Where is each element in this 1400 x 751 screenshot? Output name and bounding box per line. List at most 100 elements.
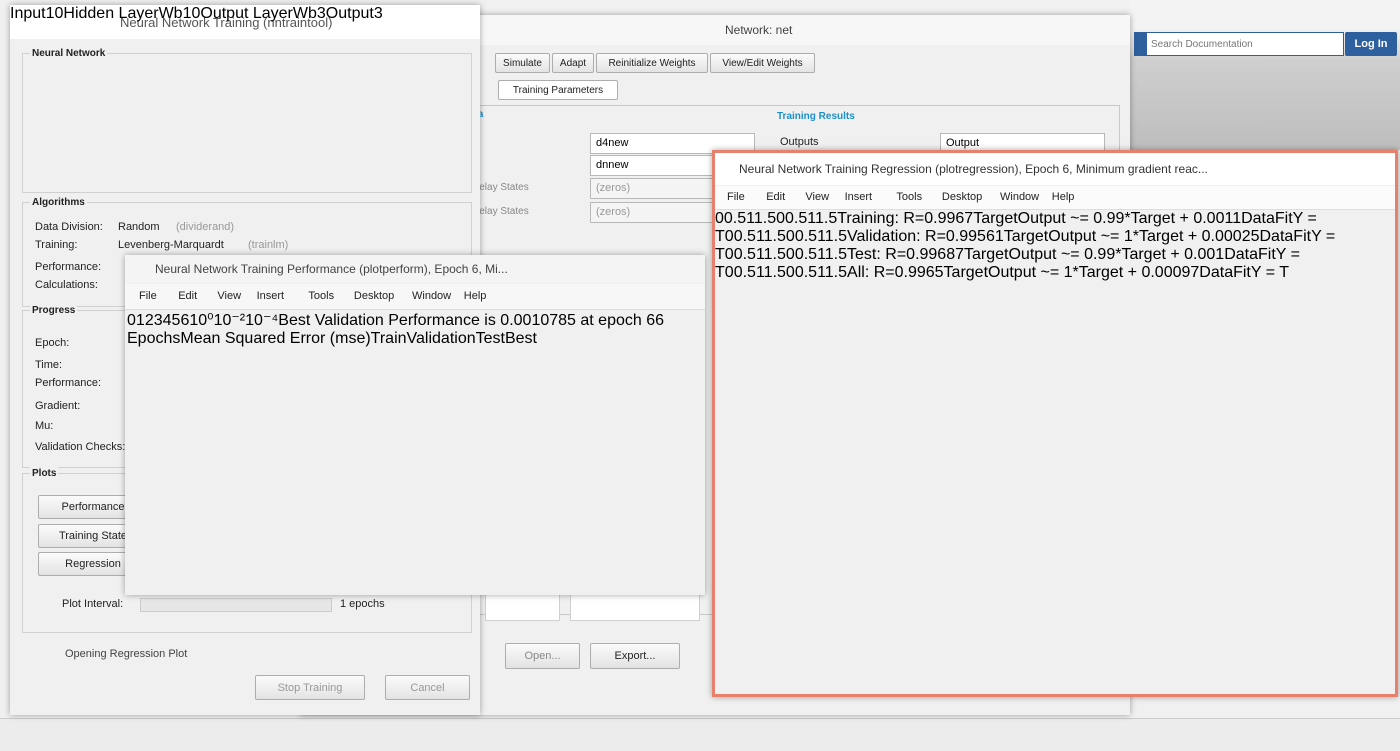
tab[interactable]: Training Parameters: [498, 80, 618, 100]
menu-item[interactable]: File: [727, 191, 745, 204]
algorithm-value: Levenberg-Marquardt: [118, 239, 224, 252]
section-heading: Neural Network: [30, 47, 107, 60]
weight-label: W: [293, 5, 308, 22]
y-tick-label: 10⁻²: [214, 312, 246, 329]
window-title: Neural Network Training Regression (plot…: [739, 163, 1208, 176]
performance-plot: 012345610⁰10⁻²10⁻⁴Best Validation Perfor…: [127, 310, 705, 348]
toolbar-button[interactable]: Adapt: [552, 53, 594, 73]
chart-title: Validation: R=0.99561: [847, 228, 1004, 245]
y-tick-label: 1: [807, 210, 815, 227]
y-tick-label: 0: [776, 210, 785, 227]
y-tick-label: 10⁻⁴: [245, 312, 278, 329]
x-axis-label: Target: [964, 246, 1008, 263]
x-tick-label: 0.5: [734, 264, 756, 281]
matlab-top: [1130, 0, 1400, 150]
x-tick-label: 1.5: [764, 264, 786, 281]
y-tick-label: 1.5: [825, 264, 847, 281]
legend-label: Train: [371, 330, 407, 347]
output-size: 3: [374, 5, 383, 22]
x-tick-label: 0: [127, 312, 136, 329]
bias-label: b: [174, 5, 183, 22]
menu-item[interactable]: View: [805, 191, 829, 204]
algorithm-label: Calculations:: [35, 279, 98, 292]
x-tick-label: 1: [136, 312, 145, 329]
x-tick-label: 1: [746, 210, 754, 227]
window-title: Neural Network Training Performance (plo…: [155, 263, 508, 276]
layer-size: 10: [183, 5, 201, 22]
menu-item[interactable]: Desktop: [354, 290, 394, 303]
menu-item[interactable]: Edit: [766, 191, 785, 204]
chart-title: Test: R=0.99687: [847, 246, 964, 263]
export-button[interactable]: Export...: [590, 643, 680, 669]
y-axis-label: Mean Squared Error (mse): [180, 330, 370, 347]
progress-label: Epoch:: [35, 337, 69, 350]
menu-item[interactable]: Tools: [896, 191, 922, 204]
progress-label: Mu:: [35, 420, 53, 433]
toolbar-button[interactable]: Simulate: [495, 53, 550, 73]
interval-label: Plot Interval:: [62, 598, 123, 611]
menu-item[interactable]: Edit: [178, 290, 197, 303]
toolbar-button[interactable]: Reinitialize Weights: [596, 53, 708, 73]
menu-item[interactable]: Desktop: [942, 191, 982, 204]
menu-item[interactable]: Insert: [257, 290, 285, 303]
y-tick-label: 1: [817, 228, 825, 245]
interval-value: 1 epochs: [340, 598, 385, 611]
menu-item[interactable]: Help: [464, 290, 487, 303]
section-heading: Algorithms: [30, 196, 87, 209]
chart-title: Best Validation Performance is 0.0010785…: [278, 312, 655, 329]
y-tick-label: 0.5: [795, 264, 817, 281]
x-axis-label: Target: [973, 210, 1017, 227]
search-box[interactable]: Search Documentation: [1134, 32, 1344, 56]
menu-item[interactable]: View: [217, 290, 241, 303]
y-tick-label: 0: [786, 228, 795, 245]
menu-item[interactable]: Help: [1052, 191, 1075, 204]
bias-label: b: [308, 5, 317, 22]
x-tick-label: 2: [145, 312, 154, 329]
algorithm-value: Random: [118, 221, 160, 234]
legend-label: Fit: [1233, 264, 1251, 281]
progress-label: Gradient:: [35, 400, 80, 413]
interval-slider[interactable]: [140, 598, 332, 612]
performance-window: Neural Network Training Performance (plo…: [125, 255, 705, 595]
menu-item[interactable]: Tools: [308, 290, 334, 303]
algorithm-function: (dividerand): [176, 221, 234, 234]
stop-button[interactable]: Stop Training: [255, 675, 365, 700]
legend-label: Data: [1260, 228, 1294, 245]
y-tick-label: 0: [786, 246, 795, 263]
toolbar-button[interactable]: View/Edit Weights: [710, 53, 815, 73]
y-tick-label: 1.5: [815, 210, 837, 227]
legend-label: Fit: [1293, 228, 1311, 245]
menu-item[interactable]: Insert: [845, 191, 873, 204]
x-tick-label: 0.5: [734, 246, 756, 263]
network-diagram: Input10Hidden LayerWb10Output LayerWb3Ou…: [10, 5, 383, 23]
search-icon: [1135, 33, 1147, 55]
menu-item[interactable]: File: [139, 290, 157, 303]
y-axis-label: Output ~= 0.99*Target + 0.001: [1008, 246, 1224, 263]
x-tick-label: 4: [163, 312, 172, 329]
menu-item[interactable]: Window: [1000, 191, 1039, 204]
window-title: Network: net: [725, 24, 792, 37]
progress-label: Performance:: [35, 377, 101, 390]
cancel-button[interactable]: Cancel: [385, 675, 470, 700]
x-axis-label: Target: [944, 264, 988, 281]
output-label: Output: [326, 5, 374, 22]
x-tick-label: 0: [725, 246, 734, 263]
y-tick-label: 1: [817, 246, 825, 263]
login-button[interactable]: Log In: [1345, 32, 1397, 56]
open-button[interactable]: Open...: [505, 643, 580, 669]
x-tick-label: 0: [715, 210, 724, 227]
text-area: [570, 593, 700, 621]
legend-label: Data: [1241, 210, 1275, 227]
input-label: Input: [10, 5, 46, 22]
text-area: [485, 593, 560, 621]
menu-item[interactable]: Window: [412, 290, 451, 303]
field-label: Delay States: [472, 205, 529, 218]
x-tick-label: 1.5: [754, 210, 776, 227]
progress-label: Validation Checks:: [35, 441, 125, 454]
legend-label: Data: [1199, 264, 1233, 281]
x-tick-label: 3: [154, 312, 163, 329]
x-tick-label: 0.5: [724, 210, 746, 227]
x-tick-label: 1.5: [764, 228, 786, 245]
regression-plots: 00.511.500.511.5Training: R=0.9967Target…: [715, 210, 1395, 282]
x-tick-label: 1: [756, 264, 764, 281]
